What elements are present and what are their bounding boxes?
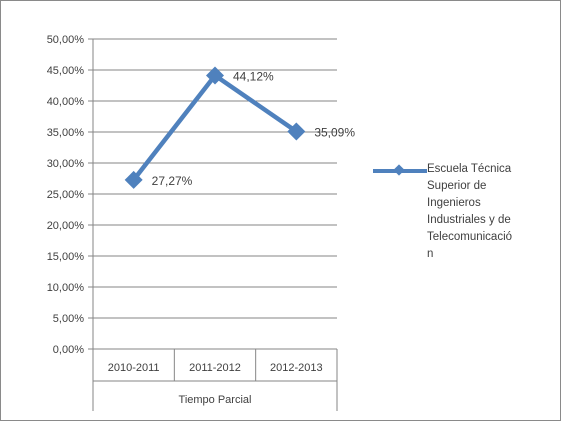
- y-tick-label: 50,00%: [47, 34, 85, 46]
- legend-label-line: Ingenieros: [427, 197, 481, 209]
- y-tick-label: 30,00%: [47, 158, 85, 170]
- legend: Escuela Técnica Superior de Ingenieros Indu…: [373, 161, 553, 263]
- legend-label-line: Industriales y de: [427, 214, 511, 226]
- legend-label: Escuela Técnica Superior de Ingenieros Indu…: [427, 161, 545, 263]
- legend-label-line: Telecomunicació: [427, 231, 513, 243]
- data-point: [124, 170, 143, 189]
- y-tick-label: 45,00%: [47, 65, 85, 77]
- y-tick-label: 15,00%: [47, 251, 85, 263]
- y-tick-label: 40,00%: [47, 96, 85, 108]
- y-tick-label: 0,00%: [53, 344, 84, 356]
- y-tick-label: 25,00%: [47, 189, 85, 201]
- data-point: [206, 66, 224, 85]
- x-group-label: Tiempo Parcial: [179, 394, 252, 406]
- series-line: [131, 73, 298, 182]
- legend-label-line: Escuela Técnica: [427, 163, 512, 175]
- y-tick-label: 10,00%: [47, 282, 85, 294]
- data-label: 35,09%: [314, 125, 355, 139]
- legend-label-line: n: [427, 248, 434, 260]
- data-label: 44,12%: [233, 69, 274, 83]
- x-tick-label: 2011-2012: [189, 362, 241, 374]
- y-tick-label: 35,00%: [47, 127, 85, 139]
- x-tick-label: 2012-2013: [270, 362, 323, 374]
- data-point: [287, 122, 306, 141]
- y-tick-label: 5,00%: [53, 313, 84, 325]
- legend-marker-icon: [373, 161, 427, 181]
- legend-label-line: Superior de: [427, 180, 487, 192]
- data-label: 27,27%: [152, 174, 193, 188]
- y-tick-label: 20,00%: [47, 220, 85, 232]
- x-tick-label: 2010-2011: [108, 362, 160, 374]
